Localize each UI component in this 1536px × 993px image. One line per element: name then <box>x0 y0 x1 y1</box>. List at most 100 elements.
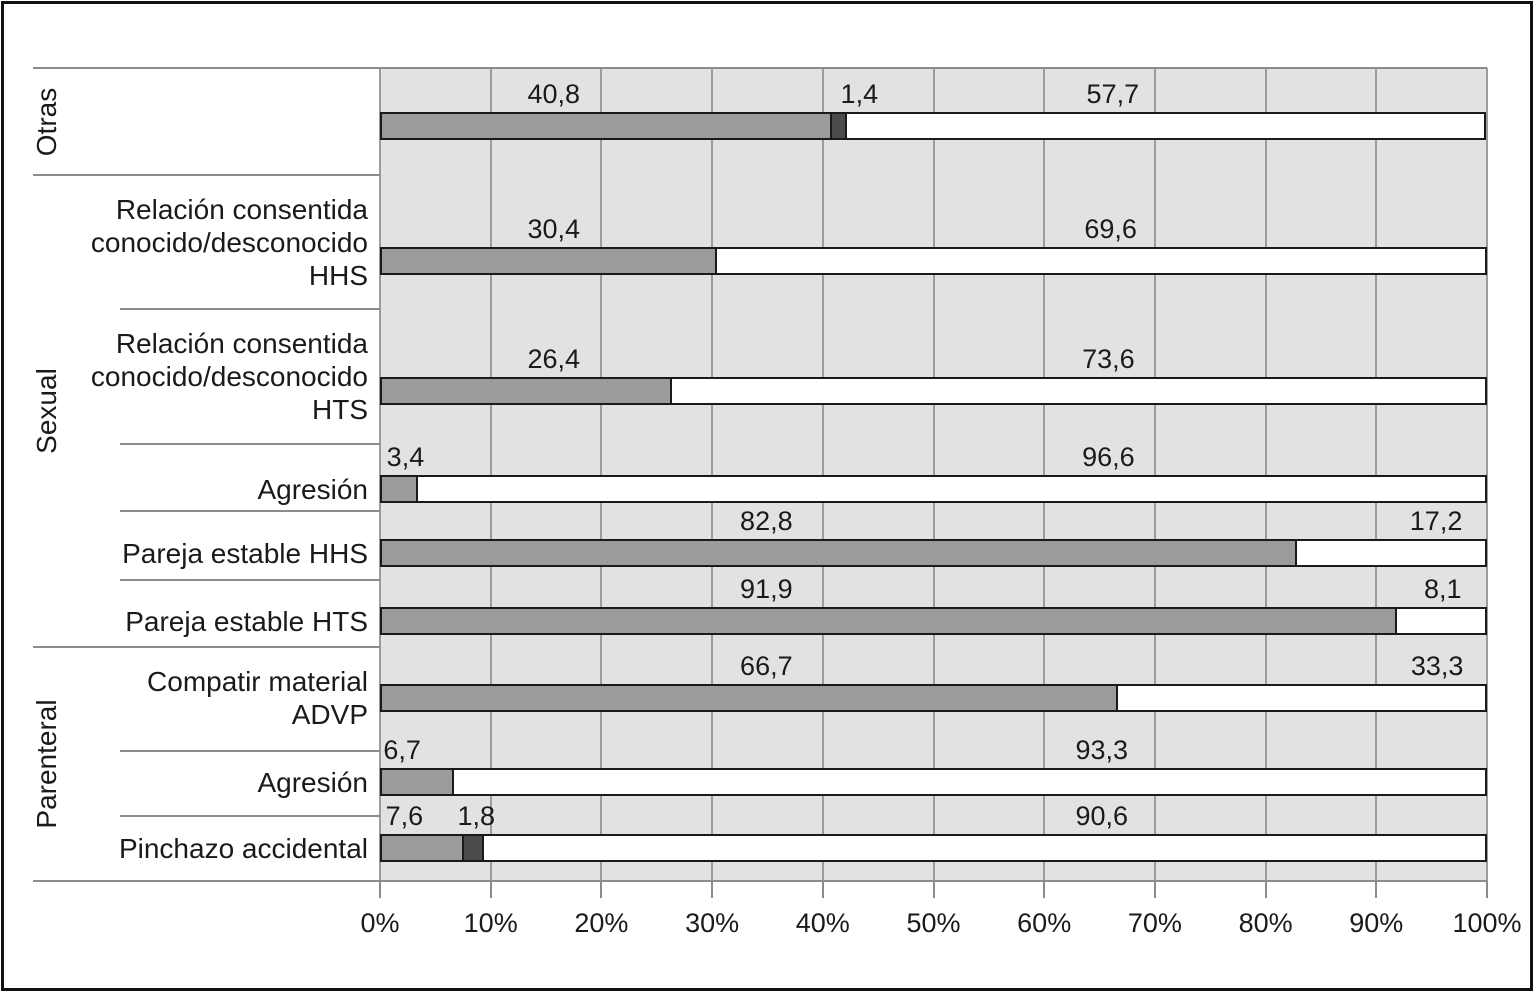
axis-tick-label: 50% <box>906 908 961 938</box>
bar-segment-white <box>845 112 1486 140</box>
bar-row <box>380 834 1487 862</box>
group-label: Sexual <box>31 368 62 454</box>
axis-tick-label: 60% <box>1017 908 1072 938</box>
gridline <box>821 68 824 881</box>
category-separator-line <box>120 443 380 445</box>
axis-tick <box>489 881 492 898</box>
category-label: Pinchazo accidental <box>119 832 368 865</box>
group-label: Otras <box>31 87 62 156</box>
bar-segment-gray <box>380 539 1297 567</box>
value-label: 33,3 <box>1410 651 1464 681</box>
category-separator-line <box>120 750 380 752</box>
bar-segment-gray <box>380 247 717 275</box>
axis-tick-label: 70% <box>1127 908 1182 938</box>
bar-segment-white <box>670 377 1487 405</box>
category-separator-line <box>120 308 380 310</box>
value-label: 8,1 <box>1423 574 1462 604</box>
bar-row <box>380 768 1487 796</box>
axis-tick <box>1153 881 1156 898</box>
axis-tick-label: 0% <box>360 908 400 938</box>
gridline <box>711 68 714 881</box>
value-label: 30,4 <box>527 214 581 244</box>
gridline <box>1264 68 1267 881</box>
plot-boundary-line <box>33 67 1487 69</box>
bar-segment-gray <box>380 684 1119 712</box>
bar-row <box>380 475 1487 503</box>
category-label: Compatir material ADVP <box>147 665 368 731</box>
gridline <box>932 68 935 881</box>
bar-segment-gray <box>380 768 455 796</box>
category-label-line: Pareja estable HHS <box>122 537 368 569</box>
bar-segment-white <box>1116 684 1487 712</box>
bar-segment-gray <box>380 607 1398 635</box>
category-label: Agresión <box>257 473 368 506</box>
bar-segment-white <box>482 834 1487 862</box>
value-label: 1,8 <box>457 801 496 831</box>
category-separator-line <box>120 510 380 512</box>
value-label: 6,7 <box>383 735 421 765</box>
value-label: 7,6 <box>385 801 424 831</box>
gridline <box>1486 68 1488 881</box>
bar-segment-gray <box>380 112 832 140</box>
value-label: 26,4 <box>527 344 581 374</box>
value-label: 93,3 <box>1075 735 1129 765</box>
bar-row <box>380 247 1487 275</box>
axis-tick-label: 40% <box>795 908 850 938</box>
axis-tick <box>600 881 603 898</box>
value-label: 17,2 <box>1409 506 1463 536</box>
bar-segment-white <box>1395 607 1487 635</box>
bar-segment-dark <box>462 834 485 862</box>
bar-segment-white <box>1294 539 1487 567</box>
group-separator-line <box>33 646 380 648</box>
category-separator-line <box>120 815 380 817</box>
axis-tick <box>711 881 714 898</box>
category-label-line: HTS <box>312 393 368 425</box>
bar-segment-white <box>714 247 1487 275</box>
bar-row <box>380 607 1487 635</box>
category-label-line: conocido/desconocido <box>90 360 368 392</box>
value-label: 90,6 <box>1075 801 1129 831</box>
category-label-line: Relación consentida <box>115 327 368 359</box>
category-label: Relación consentida conocido/desconocido H… <box>91 193 368 292</box>
value-label: 66,7 <box>740 651 793 681</box>
category-label-line: Agresión <box>257 473 368 505</box>
category-separator-line <box>120 579 380 581</box>
value-label: 91,9 <box>740 574 793 604</box>
axis-tick <box>932 881 935 898</box>
category-label-line: conocido/desconocido <box>90 226 368 258</box>
gridline <box>1375 68 1378 881</box>
axis-tick-label: 80% <box>1238 908 1293 938</box>
bar-row <box>380 684 1487 712</box>
bar-row <box>380 112 1487 140</box>
bar-row <box>380 539 1487 567</box>
axis-tick-label: 30% <box>685 908 740 938</box>
axis-tick-label: 20% <box>574 908 629 938</box>
category-label: Pareja estable HTS <box>125 605 368 638</box>
category-label-line: Relación consentida <box>115 193 368 225</box>
axis-tick-label: 10% <box>463 908 518 938</box>
group-label: Parenteral <box>31 699 62 829</box>
axis-tick <box>1043 881 1046 898</box>
bar-segment-white <box>415 475 1487 503</box>
category-label-line: Compatir material <box>147 666 368 697</box>
value-label: 40,8 <box>527 79 581 109</box>
axis-tick <box>1486 881 1488 898</box>
gridline <box>489 68 492 881</box>
axis-tick <box>379 881 381 898</box>
gridline <box>1043 68 1046 881</box>
bar-segment-white <box>452 768 1487 796</box>
category-label-line: HHS <box>308 259 368 291</box>
axis-tick-label: 90% <box>1349 908 1404 938</box>
axis-tick <box>1375 881 1378 898</box>
gridline <box>600 68 603 881</box>
category-label-line: Pinchazo accidental <box>118 832 368 864</box>
category-label-line: Agresión <box>257 766 368 798</box>
axis-tick-label: 100% <box>1452 908 1522 938</box>
bar-segment-gray <box>380 377 673 405</box>
value-label: 96,6 <box>1082 442 1135 472</box>
value-label: 82,8 <box>740 506 793 536</box>
gridline <box>1153 68 1156 881</box>
category-label: Pareja estable HHS <box>122 537 368 570</box>
category-label-line: Pareja estable HTS <box>125 605 368 637</box>
